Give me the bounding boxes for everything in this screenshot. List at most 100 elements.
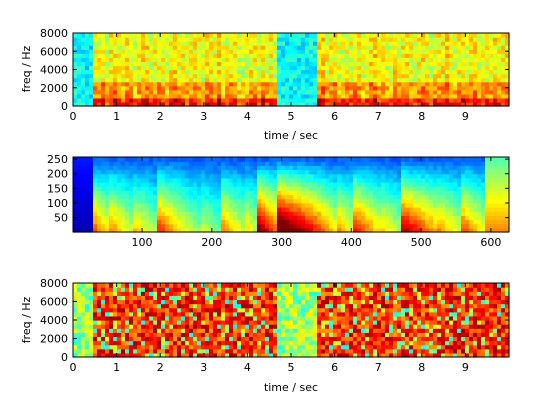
heatmap-cell (105, 173, 110, 179)
heatmap-cell (109, 49, 114, 54)
heatmap-cell (453, 101, 458, 107)
heatmap-cell (501, 219, 506, 225)
heatmap-cell (245, 311, 250, 317)
heatmap-cell (85, 219, 90, 225)
heatmap-cell (405, 57, 410, 62)
heatmap-cell (389, 57, 394, 62)
heatmap-cell (381, 41, 386, 46)
heatmap-cell (77, 65, 82, 71)
heatmap-cell (253, 89, 258, 95)
heatmap-cell (101, 33, 106, 38)
heatmap-cell (97, 61, 102, 67)
heatmap-cell (153, 340, 158, 346)
heatmap-cell (269, 211, 274, 216)
heatmap-cell (437, 177, 442, 183)
heatmap-cell (477, 101, 482, 107)
heatmap-cell (137, 33, 142, 38)
heatmap-cell (81, 340, 86, 346)
heatmap-cell (449, 77, 454, 83)
heatmap-cell (485, 161, 490, 166)
heatmap-cell (421, 57, 426, 62)
heatmap-cell (341, 198, 346, 204)
heatmap-cell (317, 169, 322, 175)
heatmap-cell (389, 219, 394, 225)
heatmap-cell (405, 194, 410, 200)
heatmap-cell (241, 202, 246, 208)
heatmap-cell (313, 33, 318, 38)
heatmap-cell (109, 219, 114, 225)
heatmap-cell (437, 223, 442, 229)
heatmap-cell (137, 157, 142, 162)
heatmap-cell (189, 97, 194, 103)
heatmap-cell (85, 223, 90, 229)
heatmap-cell (141, 165, 146, 171)
heatmap-cell (485, 190, 490, 196)
heatmap-cell (177, 33, 182, 38)
heatmap-cell (109, 324, 114, 329)
heatmap-cell (205, 65, 210, 71)
heatmap-cell (165, 101, 170, 107)
heatmap-cell (241, 89, 246, 95)
heatmap-cell (281, 227, 286, 233)
heatmap-cell (205, 324, 210, 329)
heatmap-cell (461, 165, 466, 171)
heatmap-cell (89, 101, 94, 107)
heatmap-cell (321, 33, 326, 38)
heatmap-cell (97, 97, 102, 103)
heatmap-cell (357, 169, 362, 175)
heatmap-cell (133, 177, 138, 183)
heatmap-cell (269, 61, 274, 67)
heatmap-cell (213, 299, 218, 305)
heatmap-cell (357, 53, 362, 58)
heatmap-cell (185, 69, 190, 75)
heatmap-cell (233, 202, 238, 208)
heatmap-cell (105, 57, 110, 62)
heatmap-cell (165, 41, 170, 46)
heatmap-cell (241, 311, 246, 317)
heatmap-cell (281, 77, 286, 83)
heatmap-cell (173, 65, 178, 71)
heatmap-cell (73, 53, 78, 58)
heatmap-cell (321, 41, 326, 46)
heatmap-cell (225, 93, 230, 99)
heatmap-cell (81, 169, 86, 175)
heatmap-cell (341, 41, 346, 46)
heatmap-cell (101, 324, 106, 329)
heatmap-cell (489, 89, 494, 95)
heatmap-cell (121, 344, 126, 350)
heatmap-cell (309, 219, 314, 225)
heatmap-cell (77, 198, 82, 204)
heatmap-cell (281, 307, 286, 313)
heatmap-cell (89, 215, 94, 221)
heatmap-cell (421, 186, 426, 191)
heatmap-cell (373, 223, 378, 229)
heatmap-cell (357, 219, 362, 225)
heatmap-cell (281, 157, 286, 162)
heatmap-cell (449, 190, 454, 196)
heatmap-cell (261, 344, 266, 350)
heatmap-cell (365, 211, 370, 216)
heatmap-cell (105, 101, 110, 107)
heatmap-cell (185, 287, 190, 292)
heatmap-cell (385, 177, 390, 183)
heatmap-cell (149, 165, 154, 171)
heatmap-cell (377, 186, 382, 191)
heatmap-cell (189, 311, 194, 317)
heatmap-cell (473, 89, 478, 95)
heatmap-cell (121, 101, 126, 107)
heatmap-cell (197, 97, 202, 103)
heatmap-cell (501, 89, 506, 95)
heatmap-cell (317, 177, 322, 183)
heatmap-cell (441, 227, 446, 233)
heatmap-cell (113, 303, 118, 309)
heatmap-cell (165, 227, 170, 233)
heatmap-cell (169, 81, 174, 87)
heatmap-cell (369, 165, 374, 171)
heatmap-cell (153, 49, 158, 54)
heatmap-cell (357, 215, 362, 221)
heatmap-cell (385, 173, 390, 179)
heatmap-cell (421, 41, 426, 46)
heatmap-cell (205, 348, 210, 354)
heatmap-cell (261, 332, 266, 338)
heatmap-cell (285, 77, 290, 83)
